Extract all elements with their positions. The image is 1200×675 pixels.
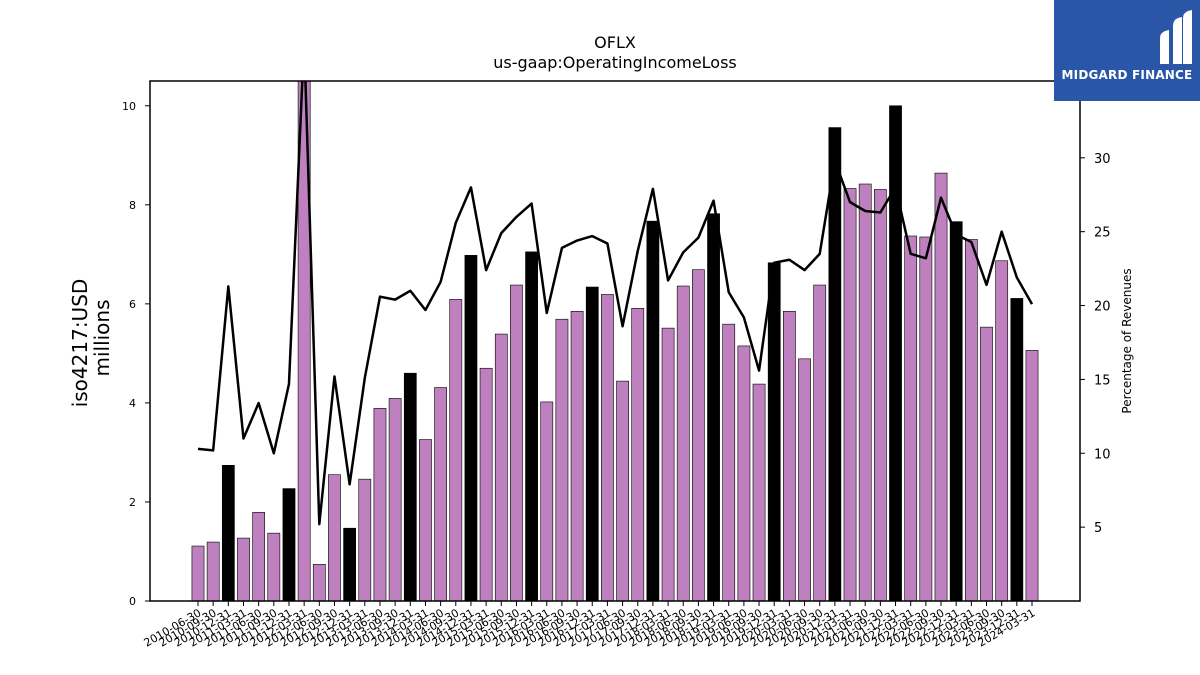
bar <box>252 512 266 601</box>
bar <box>798 358 811 601</box>
bar <box>661 327 675 601</box>
y2-tick-label: 15 <box>1094 373 1111 388</box>
y-axis-right: 5 10 15 20 25 30 <box>1080 152 1111 536</box>
bar <box>646 220 660 601</box>
y2-tick-label: 10 <box>1094 447 1111 462</box>
bar <box>934 172 948 601</box>
y2-tick-label: 5 <box>1094 521 1102 536</box>
bar <box>267 532 281 601</box>
bar <box>873 189 887 601</box>
bar <box>964 239 978 601</box>
logo-mark-icon <box>1160 10 1192 64</box>
y-axis-label-line1: iso4217:USD <box>68 279 92 408</box>
bar <box>449 299 463 601</box>
y-tick-label: 2 <box>129 496 136 509</box>
bar <box>919 236 933 601</box>
bar <box>995 260 1009 601</box>
y-axis-left: 0 2 4 6 8 10 <box>122 100 150 608</box>
bar <box>358 478 372 601</box>
bar <box>343 527 357 601</box>
bar <box>813 284 827 601</box>
bars-group <box>191 81 1039 601</box>
y-tick-label: 4 <box>129 397 136 410</box>
bar <box>540 401 554 601</box>
bar <box>419 439 432 601</box>
bar <box>206 541 220 601</box>
bar <box>510 284 523 601</box>
bar <box>1025 350 1039 601</box>
y2-tick-label: 25 <box>1094 226 1111 241</box>
bar <box>737 345 751 601</box>
y-axis-label-line2: millions <box>90 299 114 376</box>
logo-text: MIDGARD FINANCE <box>1061 68 1193 82</box>
bar <box>494 333 508 601</box>
bar <box>297 81 311 601</box>
bar <box>328 474 341 601</box>
bar <box>980 326 993 601</box>
bar <box>904 235 918 601</box>
bar <box>191 545 205 601</box>
y2-tick-label: 20 <box>1094 300 1111 315</box>
bar <box>949 221 963 601</box>
bar <box>722 323 736 601</box>
chart-title: OFLX <box>594 33 636 52</box>
bar <box>843 188 857 601</box>
bar <box>403 372 417 601</box>
bar <box>585 286 599 601</box>
bar <box>889 105 902 601</box>
y-tick-label: 0 <box>129 595 136 608</box>
chart-subtitle: us-gaap:OperatingIncomeLoss <box>493 53 737 72</box>
bar <box>601 294 614 601</box>
line-group <box>197 81 1034 526</box>
x-axis: 2010-06-302010-09-302010-12-312011-03-31… <box>142 601 1038 650</box>
plot-frame <box>149 80 1081 602</box>
series-line <box>197 81 1034 526</box>
y2-tick-label: 30 <box>1094 152 1111 167</box>
bar <box>282 488 296 601</box>
y-tick-label: 6 <box>129 298 136 311</box>
bar <box>388 398 402 601</box>
bar <box>221 464 235 601</box>
bar <box>631 308 645 601</box>
bar <box>783 310 796 601</box>
bar <box>237 537 250 601</box>
bar <box>479 367 493 601</box>
bar <box>312 564 326 601</box>
bar <box>828 127 842 601</box>
bar <box>555 318 569 601</box>
bar <box>616 380 629 601</box>
bar <box>570 310 584 601</box>
bar <box>692 269 705 601</box>
bar <box>676 285 690 601</box>
y2-axis-label: Percentage of Revenues <box>1120 268 1134 413</box>
bar <box>525 251 538 601</box>
bar <box>434 387 447 601</box>
bar <box>1010 298 1024 601</box>
bar <box>767 262 781 601</box>
y-tick-label: 10 <box>122 100 136 113</box>
bar <box>752 383 766 601</box>
brand-logo: MIDGARD FINANCE <box>1054 0 1200 101</box>
bar <box>707 213 720 601</box>
bar <box>858 183 872 601</box>
y-tick-label: 8 <box>129 199 136 212</box>
bar <box>373 408 387 601</box>
bar <box>464 255 478 601</box>
